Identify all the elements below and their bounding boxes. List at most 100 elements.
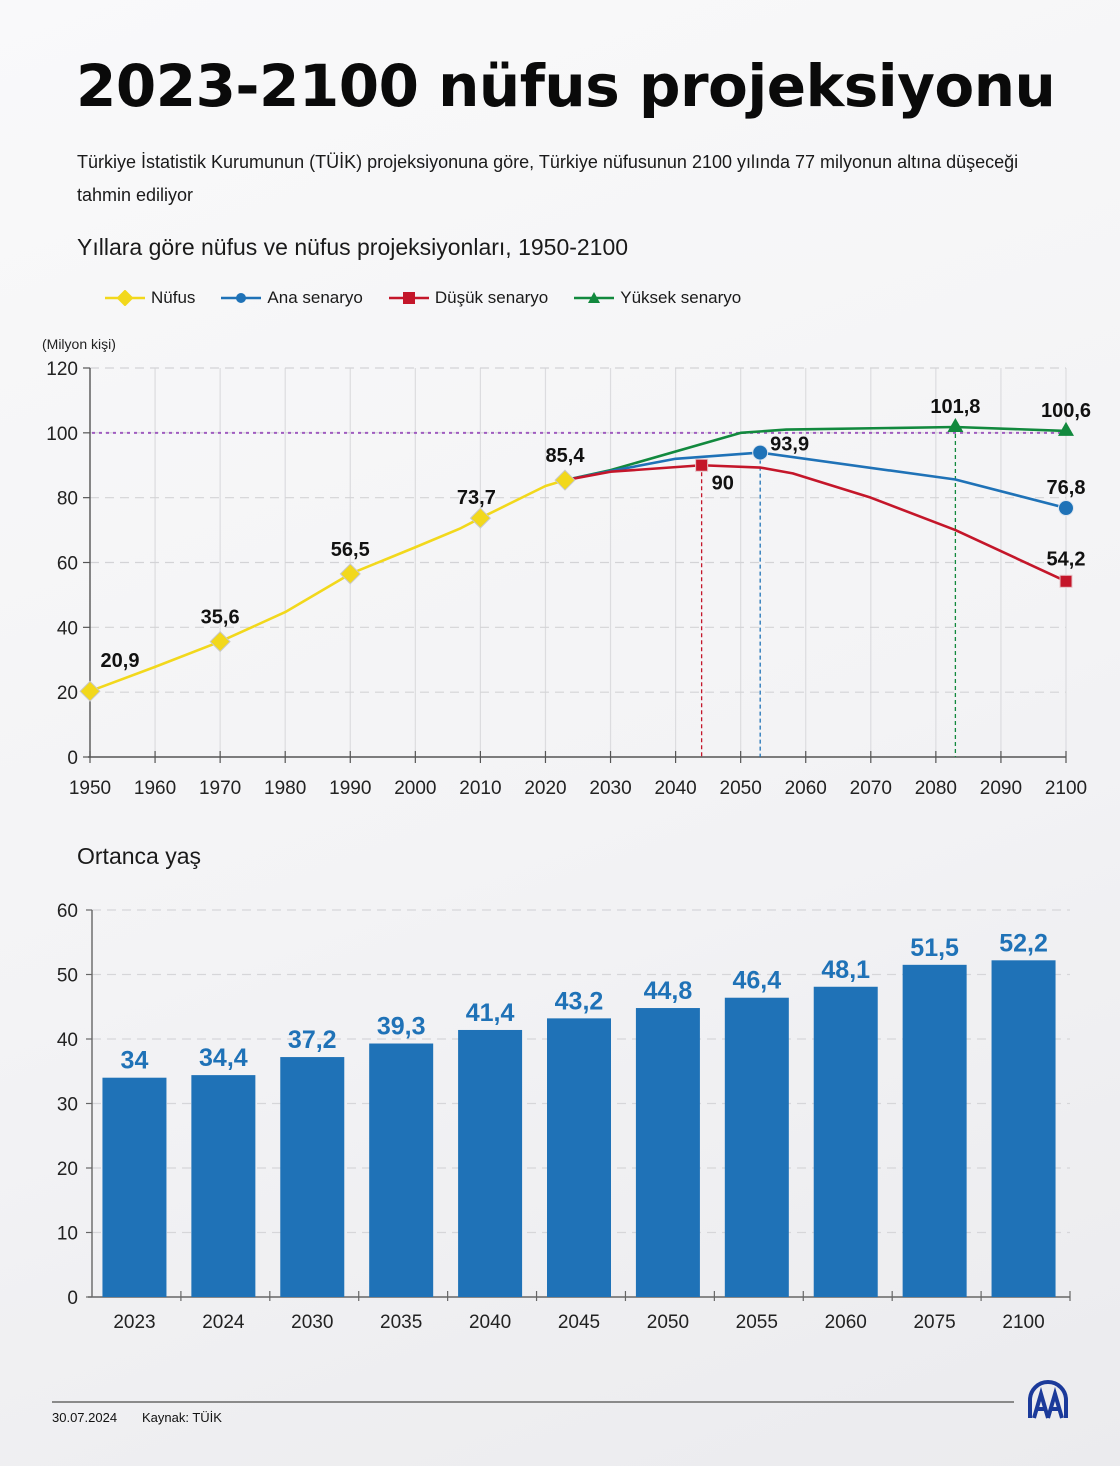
data-label-nufus: 20,9: [101, 650, 140, 672]
x-tick-label: 2090: [980, 778, 1022, 799]
data-label-nufus: 73,7: [457, 487, 496, 509]
bar-chart: 010203040506034202334,4202437,2203039,32…: [57, 901, 1071, 1333]
legend-item-ana: Ana senaryo: [221, 288, 363, 308]
legend-label: Düşük senaryo: [434, 288, 549, 307]
data-point-ana: [752, 444, 769, 461]
bar-value-label: 48,1: [821, 956, 870, 984]
bar-value-label: 52,2: [999, 929, 1048, 957]
y-tick-label: 120: [46, 359, 78, 380]
x-tick-label: 2060: [825, 1312, 867, 1333]
y-tick-label: 40: [57, 618, 78, 639]
data-point-dusuk: [1059, 574, 1073, 588]
bar: [102, 1077, 167, 1297]
legend-label: Nüfus: [151, 288, 196, 307]
legend-item-yuksek: Yüksek senaryo: [574, 288, 741, 308]
x-tick-label: 2030: [291, 1312, 333, 1333]
y-tick-label: 30: [57, 1095, 78, 1116]
x-tick-label: 2040: [469, 1312, 511, 1333]
x-tick-label: 2000: [394, 778, 436, 799]
data-label-dusuk: 54,2: [1047, 548, 1086, 570]
series-line-nufus: [89, 478, 566, 693]
data-label-ana: 76,8: [1047, 477, 1086, 499]
bar: [635, 1008, 700, 1297]
bar-chart-title: Ortanca yaş: [77, 843, 201, 869]
square-marker-icon: [388, 292, 429, 304]
data-label-nufus: 35,6: [201, 607, 240, 629]
bar: [458, 1029, 523, 1297]
x-tick-label: 2100: [1045, 778, 1087, 799]
data-label-nufus: 56,5: [331, 539, 370, 561]
x-tick-label: 2024: [202, 1312, 245, 1333]
legend-label: Yüksek senaryo: [620, 288, 742, 307]
data-point-dusuk: [695, 458, 709, 472]
bar-value-label: 51,5: [910, 934, 959, 962]
y-tick-label: 60: [57, 554, 78, 575]
series-line-dusuk: [564, 463, 1067, 583]
y-tick-label: 20: [57, 1159, 78, 1180]
diamond-marker-icon: [105, 290, 145, 306]
x-tick-label: 1980: [264, 778, 306, 799]
y-tick-label: 60: [57, 901, 78, 922]
data-label-yuksek: 100,6: [1041, 400, 1091, 422]
y-tick-label: 20: [57, 683, 78, 704]
x-tick-label: 1960: [134, 778, 176, 799]
x-tick-label: 2040: [654, 778, 696, 799]
line-chart-legend: Nüfus Ana senaryo Düşük senaryo Yüksek s…: [105, 288, 741, 308]
bar-value-label: 37,2: [288, 1026, 337, 1054]
x-tick-label: 2100: [1002, 1312, 1044, 1333]
y-tick-label: 0: [67, 748, 78, 769]
data-point-yuksek: [1058, 421, 1074, 436]
y-tick-label: 100: [46, 424, 78, 445]
data-label-nufus: 85,4: [546, 445, 586, 467]
data-point-yuksek: [947, 417, 964, 432]
data-point-nufus: [79, 680, 101, 702]
bar-value-label: 46,4: [732, 967, 781, 995]
data-label-dusuk: 90: [712, 472, 734, 494]
bar: [191, 1075, 256, 1297]
data-point-nufus: [469, 507, 492, 529]
x-tick-label: 2010: [459, 778, 501, 799]
x-tick-label: 2075: [913, 1312, 955, 1333]
footer-divider: [52, 1401, 1014, 1403]
bar: [813, 986, 878, 1297]
x-tick-label: 2050: [720, 778, 762, 799]
legend-item-dusuk: Düşük senaryo: [388, 288, 549, 308]
data-label-yuksek: 101,8: [930, 396, 980, 418]
x-tick-label: 1970: [199, 778, 241, 799]
triangle-marker-icon: [574, 292, 615, 303]
x-tick-label: 1950: [69, 778, 111, 799]
bar: [369, 1043, 434, 1297]
bar-value-label: 44,8: [644, 977, 693, 1005]
x-tick-label: 2060: [785, 778, 827, 799]
x-tick-label: 2020: [524, 778, 566, 799]
bar: [724, 997, 789, 1297]
legend-label: Ana senaryo: [267, 288, 363, 307]
data-point-nufus: [339, 563, 361, 585]
bar: [991, 960, 1056, 1297]
circle-marker-icon: [221, 293, 262, 303]
bar-value-label: 43,2: [555, 987, 604, 1015]
aa-logo-icon: [1028, 1380, 1068, 1419]
y-tick-label: 40: [57, 1030, 78, 1051]
x-tick-label: 2035: [380, 1312, 422, 1333]
y-tick-label: 80: [57, 489, 78, 510]
y-axis-unit-label: (Milyon kişi): [42, 336, 116, 352]
page-subtitle: Türkiye İstatistik Kurumunun (TÜİK) proj…: [77, 152, 1019, 205]
x-tick-label: 2070: [850, 778, 892, 799]
line-chart-title: Yıllara göre nüfus ve nüfus projeksiyonl…: [77, 234, 629, 260]
page-title: 2023-2100 nüfus projeksiyonu: [76, 52, 1056, 120]
bar-value-label: 34: [121, 1047, 149, 1075]
bar-value-label: 39,3: [377, 1013, 426, 1041]
legend-item-nufus: Nüfus: [105, 288, 195, 308]
y-tick-label: 10: [57, 1224, 78, 1245]
x-tick-label: 2050: [647, 1312, 689, 1333]
x-tick-label: 2045: [558, 1312, 600, 1333]
footer-source: Kaynak: TÜİK: [142, 1410, 222, 1425]
bar: [547, 1018, 611, 1297]
data-label-ana: 93,9: [770, 434, 809, 456]
bar-value-label: 34,4: [199, 1044, 248, 1072]
y-tick-label: 50: [57, 966, 78, 987]
data-point-nufus: [209, 630, 231, 653]
data-point-ana: [1058, 500, 1074, 517]
x-tick-label: 2080: [915, 778, 957, 799]
